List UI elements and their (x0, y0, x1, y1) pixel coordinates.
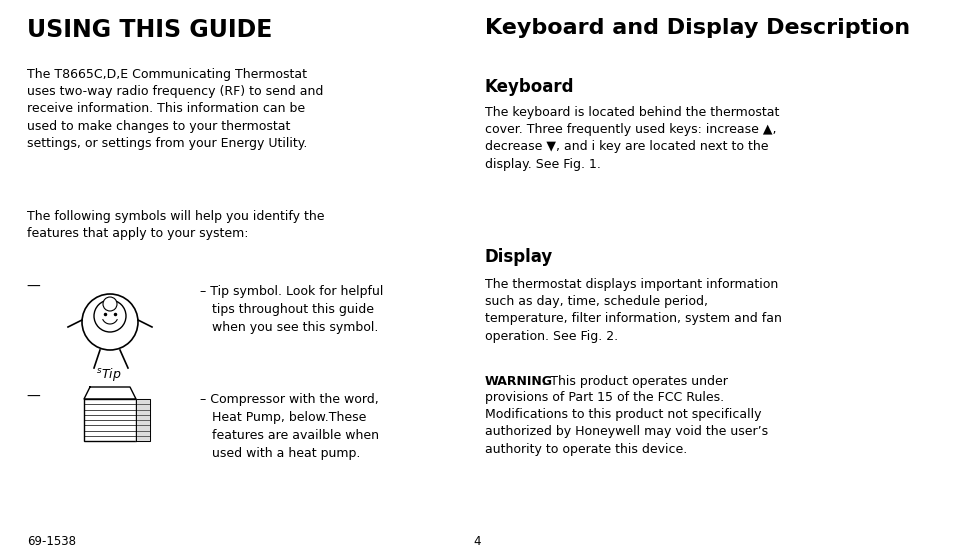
Text: The keyboard is located behind the thermostat
cover. Three frequently used keys:: The keyboard is located behind the therm… (484, 106, 779, 170)
Text: Keyboard: Keyboard (484, 78, 574, 96)
Text: – Tip symbol. Look for helpful
   tips throughout this guide
   when you see thi: – Tip symbol. Look for helpful tips thro… (200, 285, 383, 334)
Text: – Compressor with the word,
   Heat Pump, below.These
   features are availble w: – Compressor with the word, Heat Pump, b… (200, 393, 378, 460)
Text: : This product operates under: : This product operates under (541, 375, 727, 388)
Circle shape (82, 294, 138, 350)
Text: —: — (27, 280, 40, 294)
Circle shape (103, 297, 117, 311)
Text: Keyboard and Display Description: Keyboard and Display Description (484, 18, 909, 38)
Text: 4: 4 (473, 535, 480, 548)
Polygon shape (136, 399, 150, 441)
Text: —: — (27, 390, 40, 404)
Text: The thermostat displays important information
such as day, time, schedule period: The thermostat displays important inform… (484, 278, 781, 343)
Text: provisions of Part 15 of the FCC Rules.
Modifications to this product not specif: provisions of Part 15 of the FCC Rules. … (484, 391, 767, 456)
Bar (84, 399, 136, 441)
Text: The T8665C,D,E Communicating Thermostat
uses two-way radio frequency (RF) to sen: The T8665C,D,E Communicating Thermostat … (27, 68, 323, 150)
Circle shape (94, 300, 126, 332)
Text: 69-1538: 69-1538 (27, 535, 75, 548)
Text: $^s$Tip: $^s$Tip (96, 366, 121, 383)
Text: Display: Display (484, 248, 553, 266)
Text: WARNING: WARNING (484, 375, 552, 388)
Polygon shape (84, 387, 136, 399)
Text: USING THIS GUIDE: USING THIS GUIDE (27, 18, 272, 42)
Text: The following symbols will help you identify the
features that apply to your sys: The following symbols will help you iden… (27, 210, 324, 240)
